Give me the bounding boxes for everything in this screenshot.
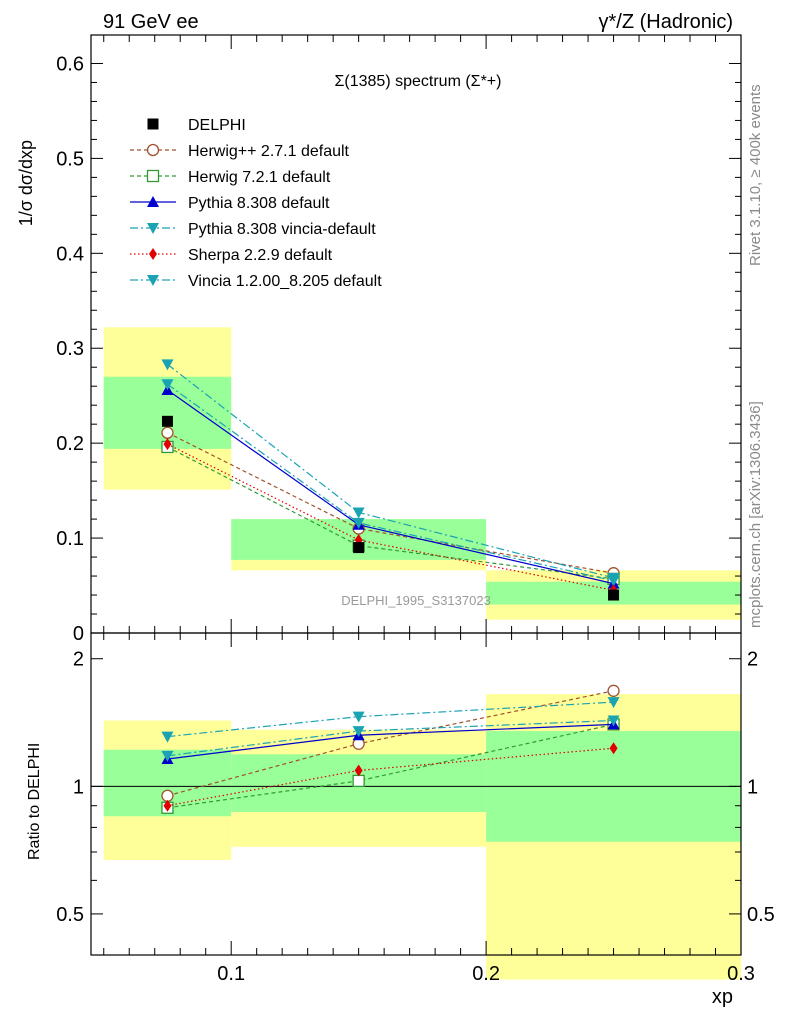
marker-square: [147, 118, 159, 130]
series-line: [167, 723, 614, 809]
ratio-uncertainty-bands: [103, 694, 741, 980]
marker-triangle: [161, 359, 174, 371]
legend-label: Vincia 1.2.00_8.205 default: [188, 273, 382, 290]
marker-triangle: [607, 715, 620, 727]
main-uncertainty-bands: [103, 327, 741, 620]
main-series-lines: [161, 359, 620, 601]
marker-square: [161, 415, 173, 427]
ratio-frame: [90, 632, 742, 956]
series-line: [167, 747, 614, 807]
series-line: [167, 446, 614, 580]
ratio-ytick-label-right: 2: [747, 649, 758, 671]
legend-label: DELPHI: [188, 117, 246, 134]
ratio-ytick-label-left: 0.5: [56, 904, 84, 926]
rivet-label: Rivet 3.1.10, ≥ 400k events: [747, 84, 764, 266]
main-ytick-label: 0.5: [56, 148, 84, 170]
marker-circle: [146, 143, 160, 157]
marker-triangle: [607, 697, 620, 709]
ratio-ytick-label-right: 1: [747, 776, 758, 798]
marker-triangle: [607, 572, 620, 584]
marker-triangle: [161, 379, 174, 391]
marker-triangle: [147, 275, 159, 286]
marker-square: [352, 774, 365, 788]
legend-label: Herwig++ 2.7.1 default: [188, 143, 350, 160]
main-ytick-label: 0: [73, 623, 84, 645]
marker-square: [608, 589, 620, 601]
marker-square: [146, 169, 160, 183]
ratio-series-lines: [161, 684, 620, 814]
analysis-id: DELPHI_1995_S3137023: [341, 593, 491, 608]
chart-title: Σ(1385) spectrum (Σ*+): [335, 73, 502, 90]
marker-diamond: [163, 799, 172, 812]
marker-triangle: [352, 507, 365, 519]
marker-triangle: [352, 517, 365, 529]
marker-triangle: [352, 726, 365, 738]
marker-square: [353, 542, 365, 554]
xtick-label: 0.1: [217, 963, 245, 985]
legend-label: Pythia 8.308 vincia-default: [188, 221, 376, 238]
legend-label: Sherpa 2.2.9 default: [188, 247, 333, 264]
main-ytick-label: 0.6: [56, 53, 84, 75]
main-ytick-label: 0.3: [56, 338, 84, 360]
ratio-ytick-label-left: 2: [73, 649, 84, 671]
main-ytick-label: 0.2: [56, 433, 84, 455]
header-right: γ*/Z (Hadronic): [599, 11, 733, 33]
xlabel: xp: [712, 986, 733, 1008]
marker-triangle: [147, 223, 159, 234]
plot-frames: [90, 34, 742, 956]
ratio-ytick-label-right: 0.5: [747, 904, 775, 926]
marker-triangle: [161, 731, 174, 743]
header-left: 91 GeV ee: [103, 11, 199, 33]
marker-triangle: [352, 711, 365, 723]
mcplots-label: mcplots.cern.ch [arXiv:1306.3436]: [747, 401, 764, 628]
marker-circle: [161, 426, 174, 439]
main-ytick-label: 0.4: [56, 243, 84, 265]
marker-triangle: [161, 750, 174, 762]
marker-diamond: [149, 248, 157, 260]
marker-circle: [607, 684, 620, 697]
axis-ticks: 0 0.1 0.2 0.3 0.4 0.5 0.6 0.5 0.5 1 1 2 2 0.1 0.2 0.3: [56, 35, 775, 985]
marker-diamond: [163, 438, 172, 451]
legend-label: Pythia 8.308 default: [188, 195, 330, 212]
legend: DELPHI Herwig++ 2.7.1 default Herwig 7.2.1…: [130, 117, 382, 290]
main-ylabel: 1/σ dσ/dxp: [16, 140, 36, 226]
main-ytick-label: 0.1: [56, 528, 84, 550]
legend-label: Herwig 7.2.1 default: [188, 169, 331, 186]
ratio-ytick-label-left: 1: [73, 776, 84, 798]
ratio-ylabel: Ratio to DELPHI: [26, 743, 43, 860]
marker-diamond: [609, 742, 618, 755]
xtick-label: 0.3: [727, 963, 755, 985]
marker-circle: [161, 789, 174, 802]
marker-triangle: [147, 196, 159, 207]
xtick-label: 0.2: [472, 963, 500, 985]
marker-diamond: [354, 764, 363, 777]
